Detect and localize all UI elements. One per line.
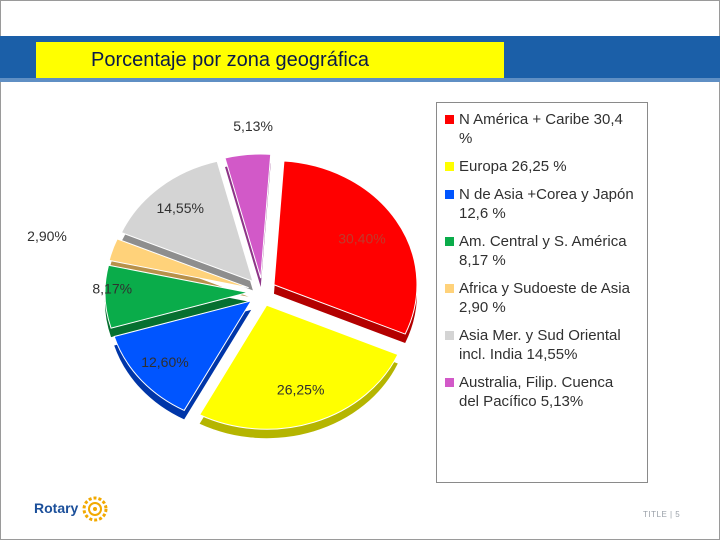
pie-slice: [113, 300, 253, 412]
legend-label: Australia, Filip. Cuenca del Pacífico 5,…: [459, 374, 614, 410]
legend-label: N América + Caribe 30,4 %: [459, 111, 623, 147]
pie-slice-label: 5,13%: [233, 118, 273, 134]
legend-swatch: [445, 162, 454, 171]
legend-swatch: [445, 331, 454, 340]
legend-swatch: [445, 115, 454, 124]
legend-label: Am. Central y S. América 8,17 %: [459, 233, 627, 269]
rotary-wheel-icon: [82, 496, 108, 522]
pie-slice: [198, 304, 399, 430]
rotary-logo-text: Rotary: [34, 500, 79, 516]
pie-slice-label: 12,60%: [141, 354, 188, 370]
legend-swatch: [445, 237, 454, 246]
pie-slice: [108, 238, 249, 289]
legend-swatch: [445, 190, 454, 199]
legend-swatch: [445, 284, 454, 293]
legend-label: Africa y Sudoeste de Asia 2,90 %: [459, 280, 630, 316]
legend-label: Europa 26,25 %: [459, 158, 567, 175]
header-stripe: [0, 78, 720, 82]
legend-item: N de Asia +Corea y Japón 12,6 %: [445, 185, 643, 223]
legend-item: Australia, Filip. Cuenca del Pacífico 5,…: [445, 373, 643, 411]
pie-slice-label: 14,55%: [156, 200, 203, 216]
pie-slice: [104, 264, 249, 329]
legend-item: Am. Central y S. América 8,17 %: [445, 232, 643, 270]
legend-label: Asia Mer. y Sud Oriental incl. India 14,…: [459, 327, 621, 363]
legend-item: Asia Mer. y Sud Oriental incl. India 14,…: [445, 326, 643, 364]
pie-slice: [120, 160, 254, 283]
slide-title: Porcentaje por zona geográfica: [36, 42, 504, 78]
pie-slice-label: 30,40%: [338, 230, 385, 246]
legend-label: N de Asia +Corea y Japón 12,6 %: [459, 186, 634, 222]
chart-legend: N América + Caribe 30,4 % Europa 26,25 % N…: [436, 102, 648, 483]
legend-item: Europa 26,25 %: [445, 157, 643, 176]
pie-slice-label: 8,17%: [92, 281, 132, 297]
pie-slice: [273, 160, 418, 335]
legend-item: Africa y Sudoeste de Asia 2,90 %: [445, 279, 643, 317]
rotary-logo: Rotary: [34, 496, 114, 524]
pie-slice-label: 2,90%: [27, 228, 67, 244]
pie-slice-label: 26,25%: [277, 381, 324, 397]
footer-text: TITLE | 5: [643, 510, 681, 519]
pie-slice: [224, 153, 272, 279]
legend-swatch: [445, 378, 454, 387]
legend-item: N América + Caribe 30,4 %: [445, 110, 643, 148]
